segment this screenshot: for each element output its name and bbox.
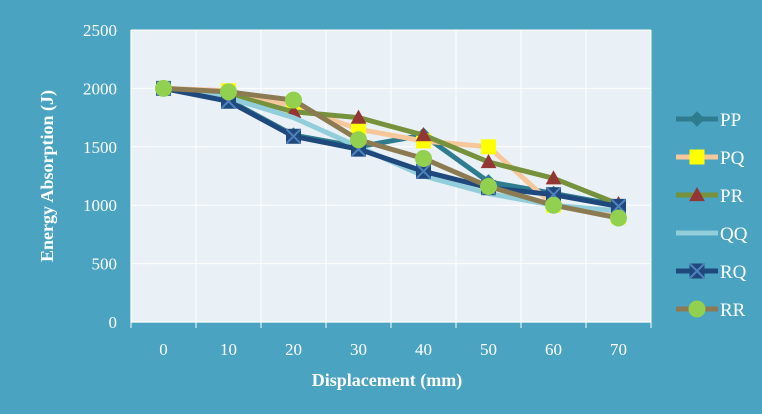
x-tick-label: 0: [159, 340, 168, 359]
legend-marker: [688, 300, 706, 318]
y-tick-label: 2000: [83, 79, 117, 98]
legend-label: RR: [720, 300, 746, 321]
x-axis-label: Displacement (mm): [312, 370, 462, 391]
data-point: [415, 127, 432, 142]
data-point: [155, 79, 172, 97]
legend-item-pq: PQ: [676, 148, 745, 169]
series-rr: [155, 79, 627, 227]
legend-label: RQ: [720, 262, 747, 283]
y-tick-labels: 0 500 1000 1500 2000 2500: [83, 21, 117, 332]
data-point: [285, 91, 302, 109]
data-point: [350, 131, 367, 149]
legend-label: PQ: [720, 148, 745, 169]
y-tick-label: 1000: [83, 196, 117, 215]
series-line-rr: [163, 85, 619, 221]
x-tick-label: 60: [545, 340, 562, 359]
x-tick-labels: 0 10 20 30 40 50 60 70: [159, 340, 627, 359]
x-tick-label: 40: [415, 340, 432, 359]
data-point: [220, 83, 237, 101]
data-point: [350, 109, 367, 124]
data-point: [545, 170, 562, 185]
data-point: [545, 196, 562, 214]
series-layer: [155, 79, 627, 227]
y-tick-label: 0: [109, 313, 118, 332]
y-tick-label: 2500: [83, 21, 117, 40]
data-point: [415, 149, 432, 167]
x-tick-label: 10: [220, 340, 237, 359]
x-tick-label: 50: [480, 340, 497, 359]
axes: [130, 30, 652, 328]
legend-marker: [689, 111, 705, 127]
legend: PP PQ PR QQ RQ RR: [676, 110, 748, 321]
series-line-rq: [163, 85, 619, 209]
legend-marker: [689, 186, 705, 202]
legend-label: QQ: [720, 224, 748, 245]
data-point: [415, 163, 432, 180]
y-axis-label: Energy Absorption (J): [37, 90, 58, 262]
data-point: [610, 209, 627, 227]
x-tick-label: 30: [350, 340, 367, 359]
legend-marker: [689, 263, 705, 279]
legend-label: PP: [720, 110, 741, 131]
legend-item-pr: PR: [676, 186, 744, 207]
legend-item-rr: RR: [676, 300, 746, 321]
legend-item-rq: RQ: [676, 262, 747, 283]
data-point: [481, 139, 496, 155]
x-tick-label: 70: [610, 340, 627, 359]
legend-marker: [689, 149, 705, 165]
data-point: [480, 178, 497, 196]
data-point: [610, 198, 627, 215]
data-point: [480, 153, 497, 169]
data-point: [285, 128, 302, 144]
y-tick-label: 500: [92, 255, 118, 274]
y-tick-label: 1500: [83, 138, 117, 157]
legend-label: PR: [720, 186, 744, 207]
series-line-pr: [163, 85, 620, 207]
x-tick-label: 20: [285, 340, 302, 359]
legend-item-pp: PP: [676, 110, 741, 131]
legend-item-qq: QQ: [676, 224, 748, 245]
